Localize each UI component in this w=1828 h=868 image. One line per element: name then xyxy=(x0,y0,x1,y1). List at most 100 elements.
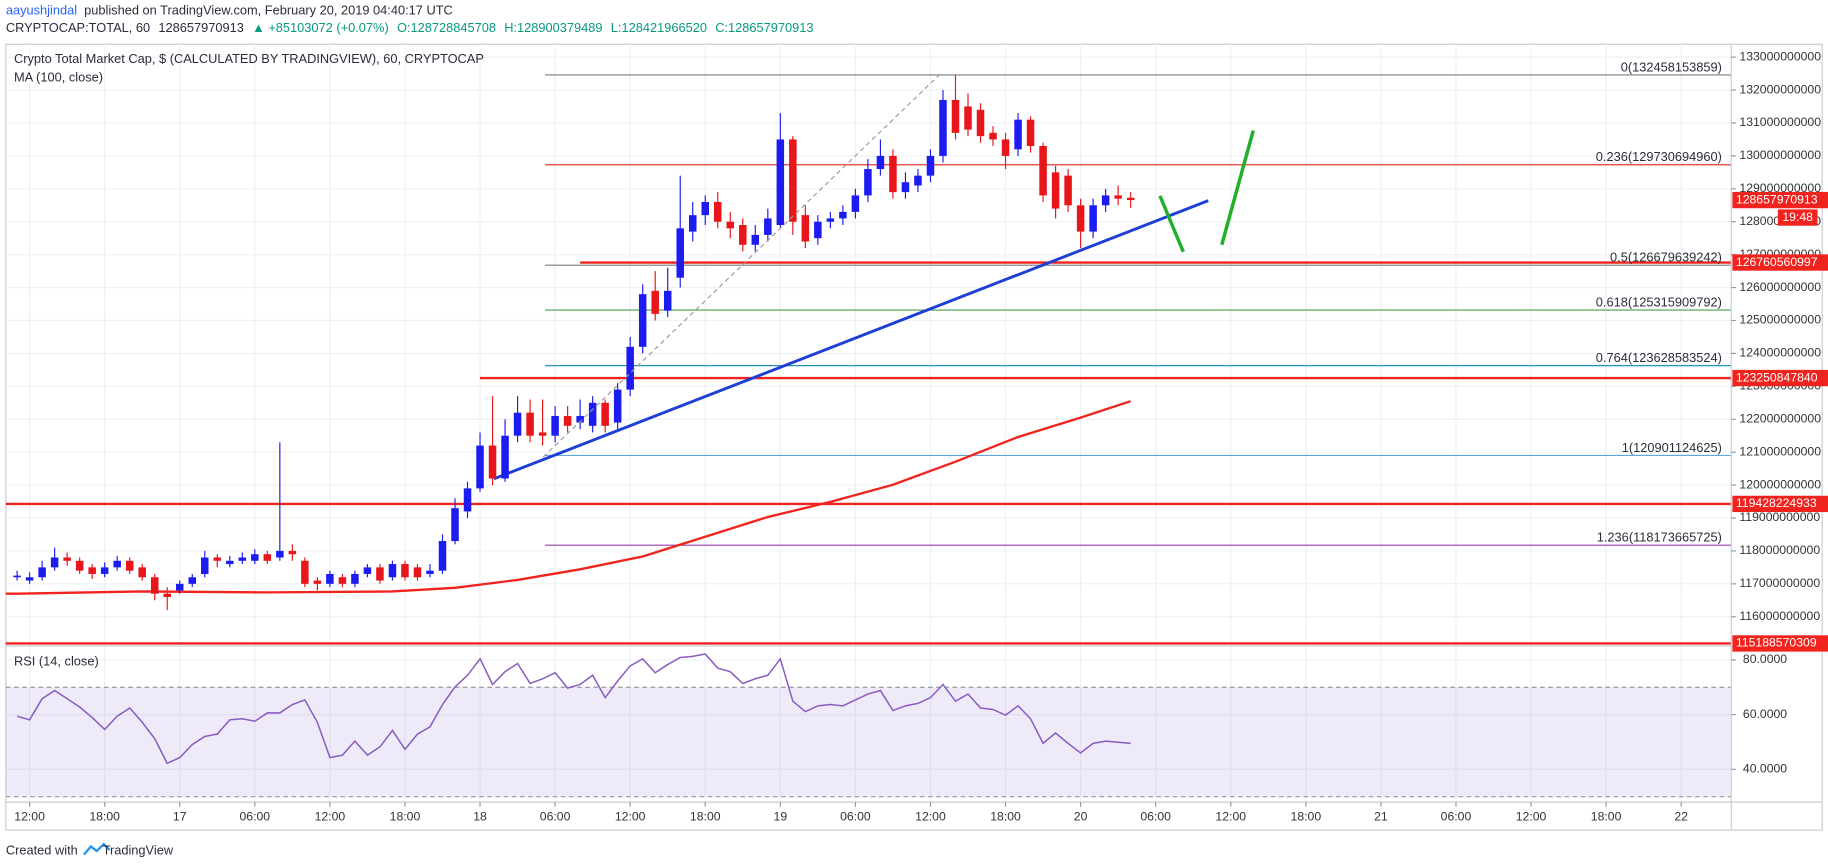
candle-body xyxy=(939,99,947,156)
level-tag-text: 126760560997 xyxy=(1736,255,1818,269)
candle-body xyxy=(38,567,46,578)
candle-body xyxy=(288,550,297,555)
candle-body xyxy=(789,139,797,222)
candle-body xyxy=(876,155,885,170)
candle-body xyxy=(964,106,972,130)
author[interactable]: aayushjindal xyxy=(6,3,77,18)
candle-body xyxy=(889,155,897,193)
candle-body xyxy=(338,577,347,584)
y-tick-label: 116000000000 xyxy=(1739,609,1820,623)
candle-body xyxy=(138,567,146,578)
fib-label: 0.618(125315909792) xyxy=(1596,294,1722,309)
candle-body xyxy=(476,445,484,489)
candle-body xyxy=(926,155,935,176)
candle-body xyxy=(638,294,647,347)
candle-body xyxy=(388,564,397,578)
green-arrow-up xyxy=(1220,130,1255,246)
level-tag-bg xyxy=(1732,369,1828,387)
candle-body xyxy=(826,218,835,222)
candle-body xyxy=(125,560,134,571)
ma-legend: MA (100, close) xyxy=(14,70,103,85)
level-tag-bg xyxy=(1732,635,1828,652)
candle-body xyxy=(501,435,509,479)
candle-body xyxy=(263,554,272,561)
x-tick-label: 18:00 xyxy=(990,810,1021,824)
x-tick-label: 06:00 xyxy=(540,810,571,824)
candle-body xyxy=(739,225,747,245)
header-line: aayushjindal published on TradingView.co… xyxy=(6,3,453,18)
candle-body xyxy=(989,132,997,140)
candle-body xyxy=(376,567,384,581)
level-tag-text: 119428224933 xyxy=(1736,496,1817,510)
candle-body xyxy=(613,389,622,423)
candle-body xyxy=(801,215,810,242)
candle-body xyxy=(701,201,710,216)
x-tick-label: 06:00 xyxy=(840,810,871,824)
x-tick-label: 12:00 xyxy=(915,810,946,824)
candle-body xyxy=(1026,119,1035,147)
rsi-band xyxy=(5,687,1732,797)
candle-body xyxy=(1051,172,1060,209)
candle-body xyxy=(251,554,259,561)
y-tick-label: 133000000000 xyxy=(1739,49,1821,63)
x-tick-label: 06:00 xyxy=(1441,810,1472,824)
fib-label: 0(132458153859) xyxy=(1621,59,1722,74)
fib-label: 0.764(123628583524) xyxy=(1596,350,1722,365)
candle-body xyxy=(1064,175,1072,206)
trend-line xyxy=(493,199,1209,481)
candle-body xyxy=(1114,195,1122,199)
candle-body xyxy=(301,560,309,584)
candle-body xyxy=(150,577,159,594)
candle-body xyxy=(426,570,434,574)
candle-body xyxy=(13,575,21,578)
moving-average xyxy=(5,400,1131,595)
green-arrow-down xyxy=(1158,195,1185,253)
x-tick-label: 06:00 xyxy=(240,810,271,824)
candle-body xyxy=(563,415,572,426)
candle-body xyxy=(326,573,334,584)
y-tick-label: 60.0000 xyxy=(1743,707,1787,721)
x-tick-label: 12:00 xyxy=(315,810,346,824)
candle-body xyxy=(1001,139,1010,156)
candle-body xyxy=(538,432,547,436)
y-tick-label: 80.0000 xyxy=(1743,652,1787,666)
candle-body xyxy=(276,550,284,558)
candle-body xyxy=(438,541,447,571)
candle-body xyxy=(226,560,234,565)
candle-body xyxy=(776,139,785,226)
candle-body xyxy=(75,560,84,571)
y-tick-label: 129000000000 xyxy=(1739,181,1821,195)
x-tick-label: 21 xyxy=(1374,810,1388,824)
fib-label: 1.236(118173665725) xyxy=(1597,530,1722,545)
y-tick-label: 120000000000 xyxy=(1739,477,1821,491)
chart-frame xyxy=(5,43,1823,831)
x-tick-label: 20 xyxy=(1074,810,1088,824)
candle-body xyxy=(851,195,860,212)
candle-body xyxy=(351,573,359,584)
x-tick-label: 18:00 xyxy=(690,810,721,824)
candle-body xyxy=(188,577,197,584)
y-tick-label: 117000000000 xyxy=(1739,576,1820,590)
symbol: CRYPTOCAP:TOTAL, 60 xyxy=(6,21,150,36)
candle-body xyxy=(100,567,109,574)
candle-body xyxy=(451,508,459,542)
y-tick-label: 122000000000 xyxy=(1739,411,1821,425)
candle-body xyxy=(601,402,609,426)
candle-body xyxy=(201,557,209,574)
label-layer: Crypto Total Market Cap, $ (CALCULATED B… xyxy=(14,49,1828,824)
candle-body xyxy=(1076,205,1085,232)
fib-label: 0.5(126679639242) xyxy=(1610,250,1722,265)
candle-body xyxy=(1101,195,1110,206)
candle-body xyxy=(814,221,822,239)
candle-body xyxy=(976,109,985,137)
candle-body xyxy=(238,557,247,561)
level-tag-text: 123250847840 xyxy=(1736,370,1818,384)
candle-body xyxy=(688,215,697,232)
footer-brand[interactable]: TradingView xyxy=(103,842,174,857)
y-tick-label: 124000000000 xyxy=(1739,346,1821,360)
level-tag-text: 115188570309 xyxy=(1736,636,1817,650)
candle-body xyxy=(113,560,121,568)
y-tick-label: 118000000000 xyxy=(1739,543,1820,557)
y-tick-label: 130000000000 xyxy=(1739,148,1821,162)
